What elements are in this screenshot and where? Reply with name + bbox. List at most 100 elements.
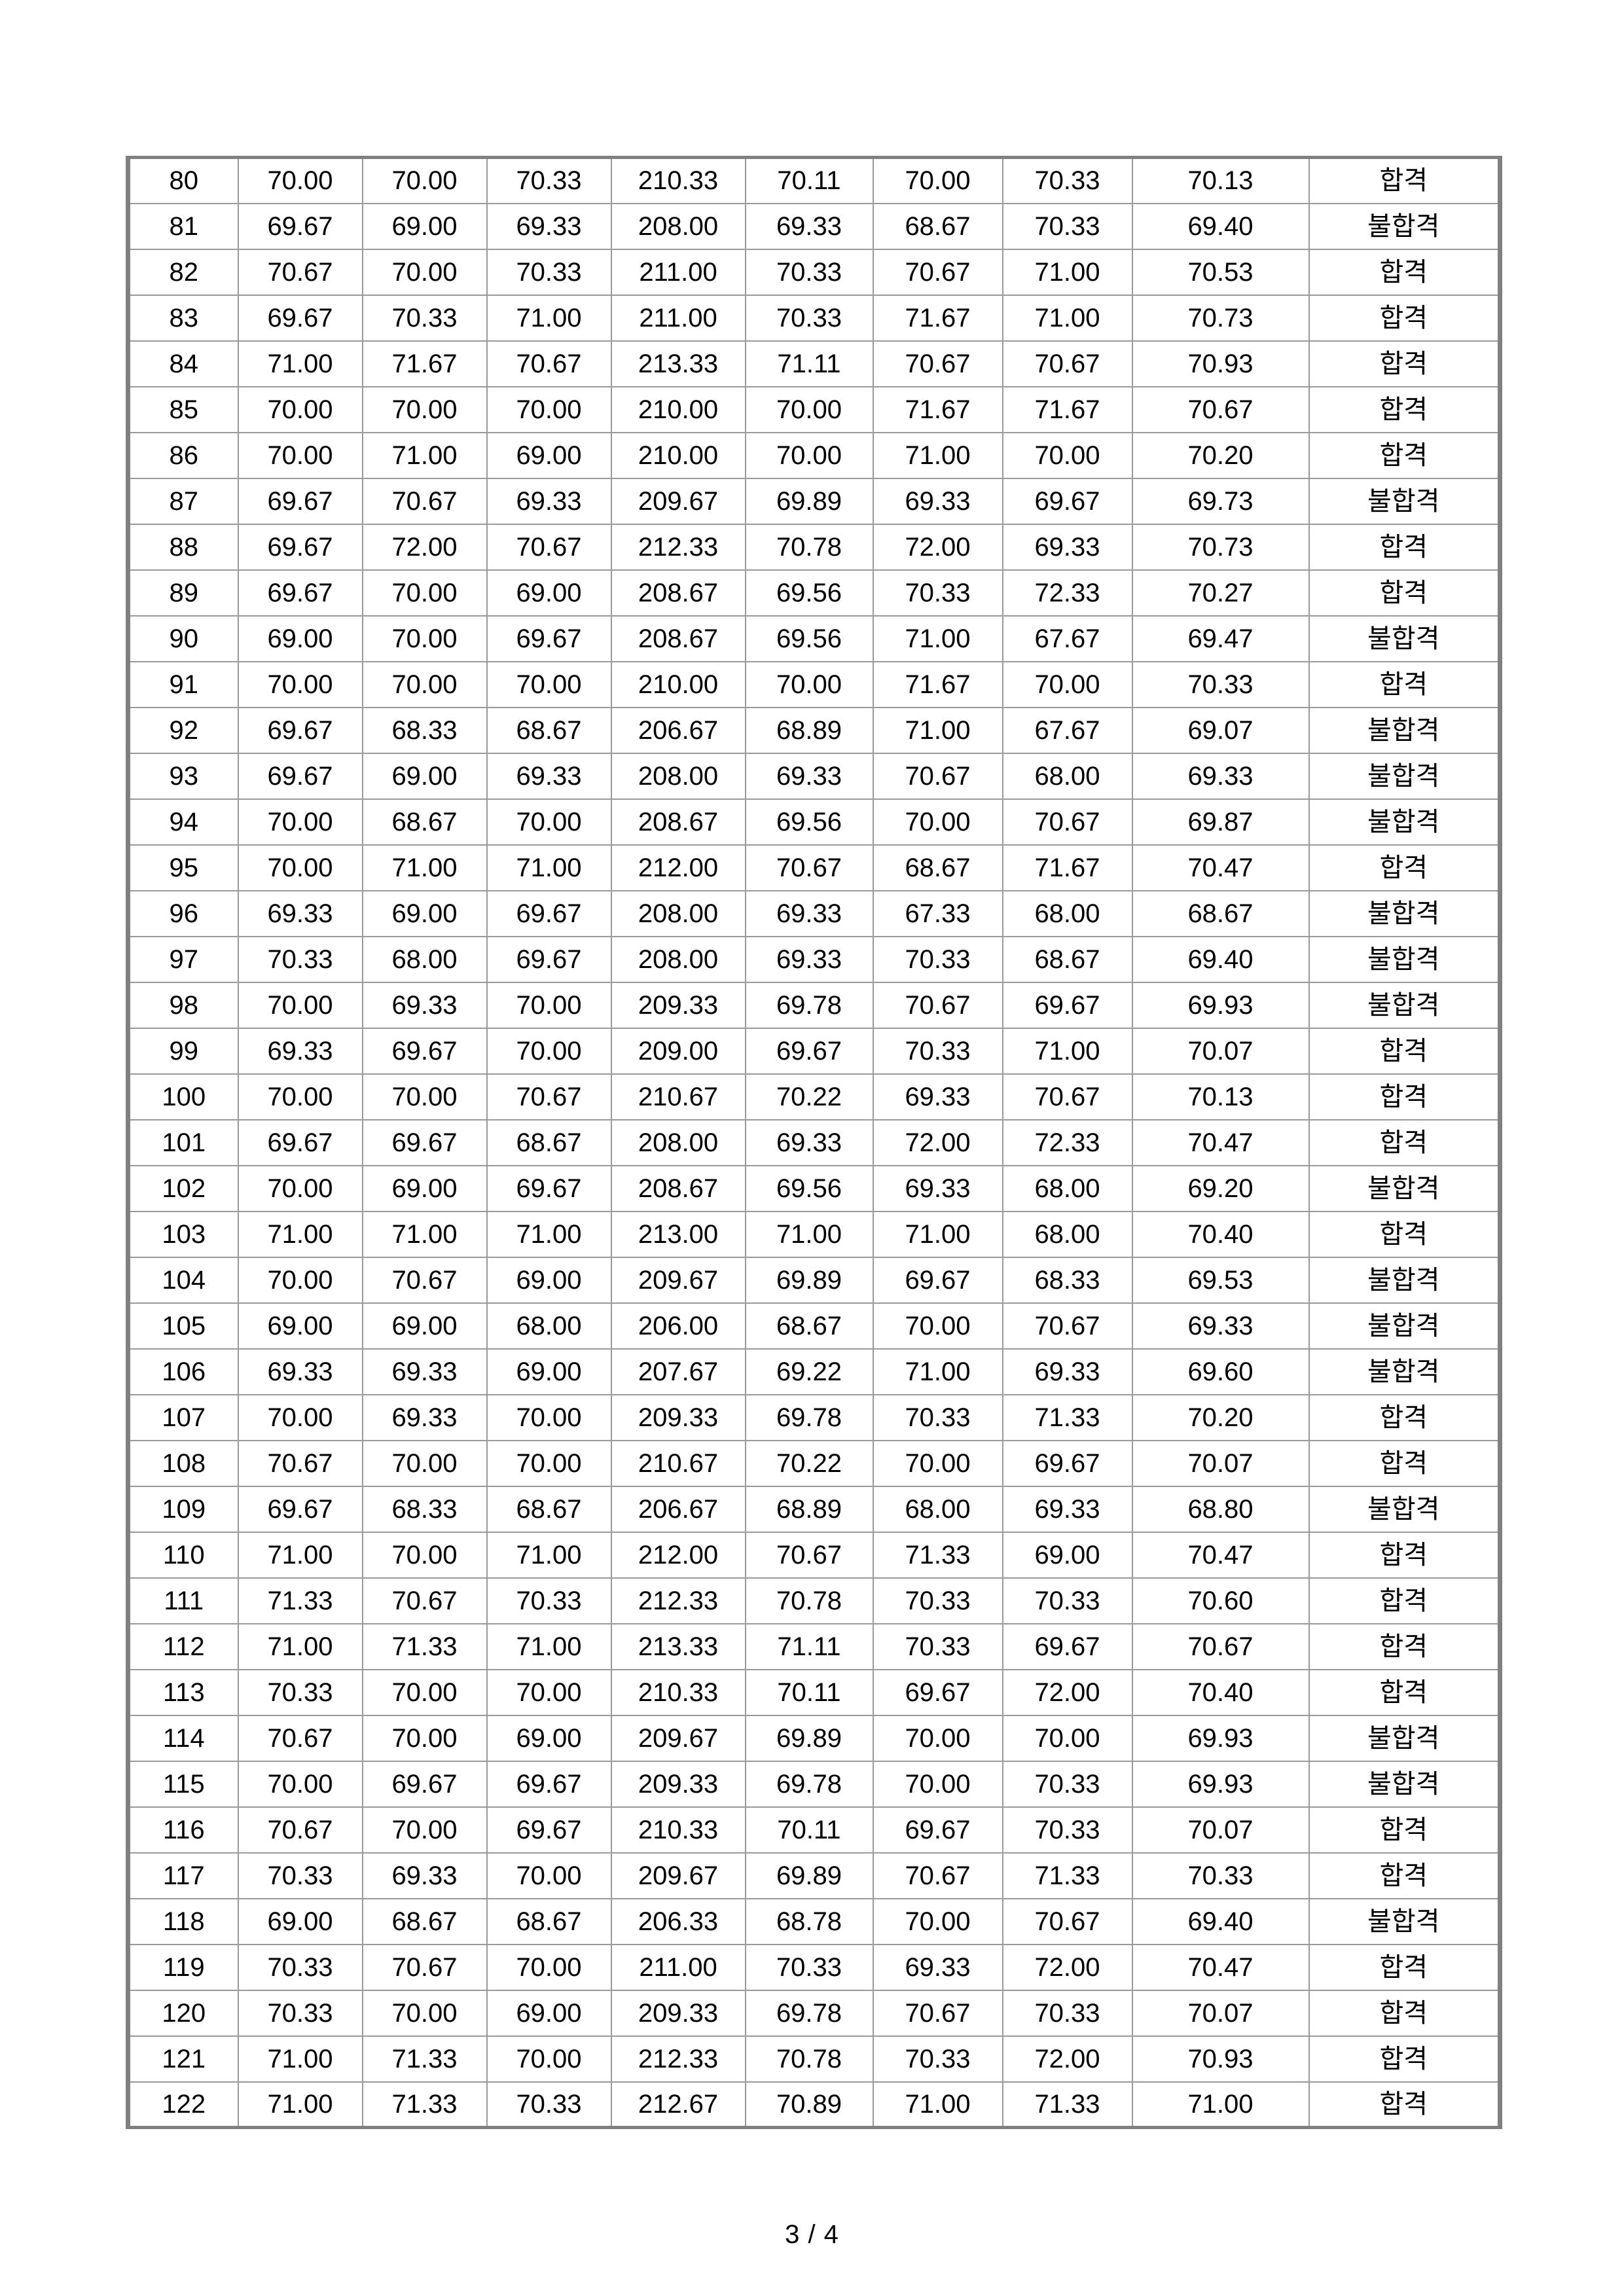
table-row: 115 70.00 69.67 69.67 209.33 69.78 70.00 70.33 6… xyxy=(127,1760,1501,1808)
table-row: 104 70.00 70.67 69.00 209.67 69.89 69.67 68.33 6… xyxy=(127,1256,1501,1304)
cell-score-3: 70.00 xyxy=(486,798,612,846)
cell-score-5: 70.00 xyxy=(1001,660,1133,708)
cell-score-4: 69.67 xyxy=(872,1256,1003,1304)
cell-result: 합격 xyxy=(1308,1943,1501,1991)
cell-score-2: 70.00 xyxy=(361,1439,488,1487)
cell-result: 불합격 xyxy=(1308,798,1501,846)
cell-subtotal: 208.00 xyxy=(610,202,746,250)
cell-score-1: 70.67 xyxy=(237,248,363,296)
cell-score-5: 69.00 xyxy=(1001,1531,1133,1579)
cell-subtotal: 209.33 xyxy=(610,1760,746,1808)
cell-score-5: 68.00 xyxy=(1001,889,1133,937)
cell-score-5: 70.67 xyxy=(1001,798,1133,846)
cell-score-5: 71.33 xyxy=(1001,1393,1133,1441)
cell-score-2: 71.67 xyxy=(361,340,488,387)
cell-result: 불합격 xyxy=(1308,202,1501,250)
cell-result: 합격 xyxy=(1308,248,1501,296)
cell-result: 불합격 xyxy=(1308,889,1501,937)
cell-row-number: 83 xyxy=(127,294,239,342)
cell-final-average: 69.73 xyxy=(1131,477,1310,525)
cell-average-1: 70.67 xyxy=(744,844,874,891)
cell-score-1: 69.67 xyxy=(237,202,363,250)
cell-score-2: 70.00 xyxy=(361,1989,488,2037)
cell-score-4: 71.00 xyxy=(872,1210,1003,1258)
cell-score-3: 69.67 xyxy=(486,1164,612,1212)
cell-score-5: 68.00 xyxy=(1001,752,1133,800)
cell-final-average: 69.40 xyxy=(1131,935,1310,983)
cell-final-average: 70.40 xyxy=(1131,1210,1310,1258)
cell-average-1: 70.89 xyxy=(744,2081,874,2128)
cell-score-2: 71.33 xyxy=(361,1623,488,1670)
cell-average-1: 69.89 xyxy=(744,1256,874,1304)
table-row: 96 69.33 69.00 69.67 208.00 69.33 67.33 68.00 68… xyxy=(127,889,1501,937)
cell-subtotal: 208.67 xyxy=(610,1164,746,1212)
cell-subtotal: 209.00 xyxy=(610,1027,746,1075)
cell-result: 불합격 xyxy=(1308,935,1501,983)
cell-result: 합격 xyxy=(1308,523,1501,571)
cell-score-3: 70.33 xyxy=(486,248,612,296)
cell-subtotal: 208.67 xyxy=(610,615,746,662)
cell-score-2: 69.67 xyxy=(361,1760,488,1808)
cell-final-average: 70.40 xyxy=(1131,1668,1310,1716)
cell-row-number: 113 xyxy=(127,1668,239,1716)
cell-score-1: 69.67 xyxy=(237,752,363,800)
cell-subtotal: 211.00 xyxy=(610,294,746,342)
cell-final-average: 70.13 xyxy=(1131,1073,1310,1121)
cell-average-1: 68.89 xyxy=(744,1485,874,1533)
cell-score-5: 69.67 xyxy=(1001,477,1133,525)
cell-score-3: 70.33 xyxy=(486,156,612,204)
cell-score-2: 69.67 xyxy=(361,1027,488,1075)
cell-subtotal: 209.67 xyxy=(610,1256,746,1304)
cell-score-3: 69.33 xyxy=(486,752,612,800)
cell-score-4: 70.33 xyxy=(872,1393,1003,1441)
cell-score-2: 68.33 xyxy=(361,706,488,754)
cell-score-1: 69.67 xyxy=(237,477,363,525)
cell-score-3: 70.00 xyxy=(486,1439,612,1487)
cell-score-5: 67.67 xyxy=(1001,706,1133,754)
cell-score-3: 70.00 xyxy=(486,1393,612,1441)
cell-result: 불합격 xyxy=(1308,1302,1501,1350)
cell-result: 합격 xyxy=(1308,569,1501,617)
cell-score-2: 70.00 xyxy=(361,1531,488,1579)
cell-score-2: 70.67 xyxy=(361,477,488,525)
cell-average-1: 68.78 xyxy=(744,1897,874,1945)
cell-final-average: 69.20 xyxy=(1131,1164,1310,1212)
cell-subtotal: 206.67 xyxy=(610,706,746,754)
cell-score-2: 68.67 xyxy=(361,798,488,846)
cell-average-1: 70.11 xyxy=(744,1668,874,1716)
page-number: 3 / 4 xyxy=(785,2220,839,2249)
cell-average-1: 69.89 xyxy=(744,477,874,525)
cell-subtotal: 210.00 xyxy=(610,660,746,708)
cell-score-1: 70.00 xyxy=(237,1256,363,1304)
cell-final-average: 69.53 xyxy=(1131,1256,1310,1304)
table-row: 87 69.67 70.67 69.33 209.67 69.89 69.33 69.67 69… xyxy=(127,477,1501,525)
cell-subtotal: 209.67 xyxy=(610,1852,746,1899)
cell-average-1: 69.33 xyxy=(744,1119,874,1166)
cell-result: 불합격 xyxy=(1308,1760,1501,1808)
table-row: 91 70.00 70.00 70.00 210.00 70.00 71.67 70.00 70… xyxy=(127,660,1501,708)
cell-score-3: 70.67 xyxy=(486,340,612,387)
table-row: 108 70.67 70.00 70.00 210.67 70.22 70.00 69.67 7… xyxy=(127,1439,1501,1487)
cell-score-5: 68.00 xyxy=(1001,1210,1133,1258)
table-row: 100 70.00 70.00 70.67 210.67 70.22 69.33 70.67 7… xyxy=(127,1073,1501,1121)
cell-final-average: 69.40 xyxy=(1131,202,1310,250)
cell-score-4: 70.00 xyxy=(872,798,1003,846)
cell-subtotal: 210.67 xyxy=(610,1073,746,1121)
cell-score-4: 68.67 xyxy=(872,844,1003,891)
cell-score-1: 70.67 xyxy=(237,1714,363,1762)
cell-subtotal: 210.33 xyxy=(610,1806,746,1854)
cell-score-3: 70.00 xyxy=(486,1943,612,1991)
cell-score-5: 70.33 xyxy=(1001,1806,1133,1854)
cell-score-2: 70.67 xyxy=(361,1577,488,1624)
cell-score-3: 70.33 xyxy=(486,2081,612,2128)
cell-row-number: 115 xyxy=(127,1760,239,1808)
cell-average-1: 70.00 xyxy=(744,660,874,708)
cell-subtotal: 212.33 xyxy=(610,2035,746,2083)
cell-score-5: 68.33 xyxy=(1001,1256,1133,1304)
cell-row-number: 94 xyxy=(127,798,239,846)
cell-score-5: 70.33 xyxy=(1001,156,1133,204)
cell-score-4: 72.00 xyxy=(872,523,1003,571)
cell-score-4: 70.33 xyxy=(872,1623,1003,1670)
cell-final-average: 70.13 xyxy=(1131,156,1310,204)
cell-result: 합격 xyxy=(1308,1668,1501,1716)
